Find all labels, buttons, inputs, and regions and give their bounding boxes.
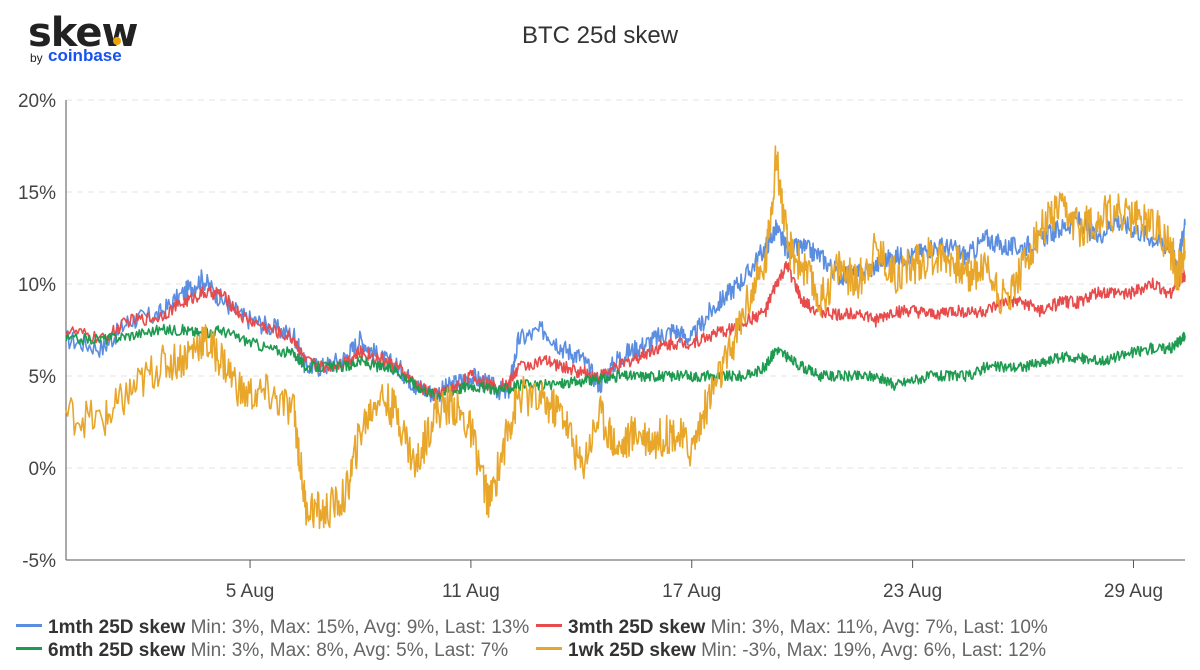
series-layer	[65, 145, 1186, 530]
x-tick-label: 11 Aug	[442, 581, 500, 602]
legend-series-stats: Min: -3%, Max: 19%, Avg: 6%, Last: 12%	[701, 640, 1047, 661]
y-tick-label: 15%	[18, 183, 56, 204]
legend-item-3mth[interactable]: 3mth 25D skew Min: 3%, Max: 11%, Avg: 7%…	[536, 617, 1048, 639]
x-tick-label: 5 Aug	[226, 581, 275, 602]
legend-item-1mth[interactable]: 1mth 25D skew Min: 3%, Max: 15%, Avg: 9%…	[16, 617, 529, 639]
series-line-1wk	[65, 145, 1186, 530]
legend-swatch-3mth	[536, 624, 562, 628]
y-tick-label: 5%	[29, 367, 57, 388]
legend-series-stats: Min: 3%, Max: 11%, Avg: 7%, Last: 10%	[710, 617, 1048, 638]
y-tick-label: 10%	[18, 275, 56, 296]
legend-series-name: 1wk 25D skew	[568, 640, 696, 661]
legend-series-name: 3mth 25D skew	[568, 617, 706, 638]
legend-swatch-1wk	[536, 647, 562, 651]
legend-series-name: 1mth 25D skew	[48, 617, 186, 638]
legend-swatch-6mth	[16, 647, 42, 651]
series-line-3mth	[65, 261, 1186, 401]
series-line-6mth	[65, 323, 1186, 400]
legend-item-6mth[interactable]: 6mth 25D skew Min: 3%, Max: 8%, Avg: 5%,…	[16, 640, 508, 662]
legend-series-stats: Min: 3%, Max: 8%, Avg: 5%, Last: 7%	[190, 640, 509, 661]
axis-layer: -5% 0% 5% 10% 15% 20% 5 Aug 11 Aug 17 Aug 23 Aug 2…	[18, 91, 1185, 602]
legend-item-1wk[interactable]: 1wk 25D skew Min: -3%, Max: 19%, Avg: 6%…	[536, 640, 1046, 662]
legend-series-stats: Min: 3%, Max: 15%, Avg: 9%, Last: 13%	[190, 617, 530, 638]
y-tick-label: 0%	[29, 459, 57, 480]
logo-word: skew	[28, 10, 138, 56]
logo-by: by	[30, 51, 43, 65]
legend-series-name: 6mth 25D skew	[48, 640, 186, 661]
x-tick-label: 17 Aug	[662, 581, 721, 602]
logo-brand: coinbase	[48, 46, 122, 65]
x-tick-label: 23 Aug	[883, 581, 942, 602]
chart-title: BTC 25d skew	[521, 22, 679, 49]
y-tick-label: 20%	[18, 91, 56, 112]
logo-dot	[113, 37, 121, 45]
chart-area: -5% 0% 5% 10% 15% 20% 5 Aug 11 Aug 17 Aug 23 Aug 2…	[18, 91, 1186, 602]
y-tick-label: -5%	[22, 551, 56, 572]
legend-swatch-1mth	[16, 624, 42, 628]
skew-logo: skew by coinbase	[24, 10, 138, 66]
x-tick-label: 29 Aug	[1104, 581, 1163, 602]
